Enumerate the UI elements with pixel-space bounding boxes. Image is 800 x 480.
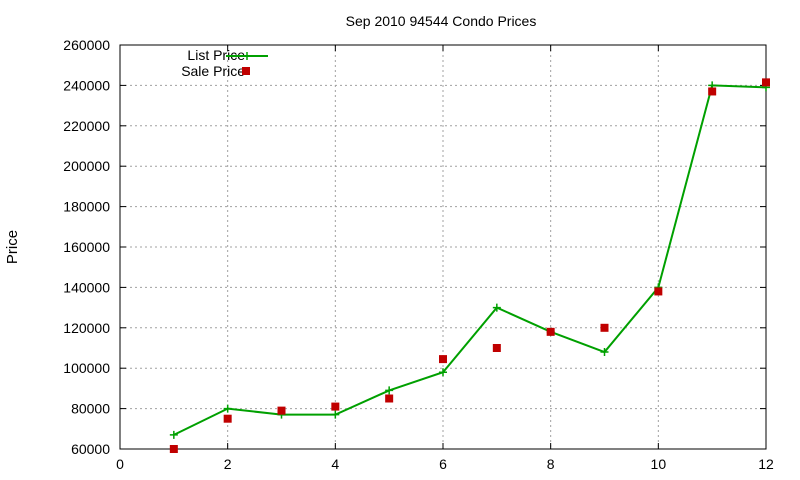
sale-price-point: [654, 287, 663, 296]
chart-title: Sep 2010 94544 Condo Prices: [346, 13, 537, 29]
y-tick-label: 220000: [63, 118, 110, 134]
grid-lines: [120, 45, 766, 449]
list-price-point: [385, 386, 394, 395]
y-tick-label: 80000: [71, 401, 110, 417]
sale-price-point: [546, 327, 555, 336]
y-tick-label: 240000: [63, 77, 110, 93]
series-line-list-price: [173, 84, 767, 436]
list-price-point: [169, 430, 178, 439]
legend-swatch-list-price-marker: [243, 52, 251, 60]
sale-price-point: [492, 344, 501, 352]
legend: List Price Sale Price: [181, 47, 268, 79]
list-price-point: [492, 303, 501, 312]
sale-price-point: [385, 394, 394, 403]
plot-frame: [119, 44, 767, 450]
x-tick-label: 6: [439, 456, 447, 472]
legend-label-sale-price: Sale Price: [181, 63, 245, 79]
y-tick-label: 60000: [71, 441, 110, 457]
plot-area: [169, 78, 770, 453]
y-tick-label: 160000: [63, 239, 110, 255]
x-tick-label: 2: [224, 456, 232, 472]
list-price-point: [223, 404, 232, 413]
y-tick-label: 140000: [63, 279, 110, 295]
sale-price-point: [439, 355, 447, 364]
legend-label-list-price: List Price: [187, 47, 245, 63]
axes: 60000 80000 100000 120000 140000 160000 180000…: [63, 37, 774, 472]
x-tick-label: 8: [547, 456, 555, 472]
y-axis-label: Price: [4, 230, 21, 264]
list-price-point: [600, 348, 609, 357]
list-price-point: [331, 410, 340, 419]
sale-price-point: [600, 323, 609, 332]
sale-price-point: [223, 414, 232, 423]
sale-price-point: [762, 78, 770, 87]
x-tick-label: 0: [116, 456, 124, 472]
x-tick-label: 10: [651, 456, 667, 472]
sale-price-point: [331, 402, 340, 411]
legend-swatch-sale-price: [242, 67, 250, 75]
list-price-point: [439, 368, 447, 377]
y-tick-label: 200000: [63, 158, 110, 174]
sale-price-point: [708, 87, 717, 96]
y-tick-label: 100000: [63, 360, 110, 376]
sale-price-point: [169, 445, 178, 453]
y-tick-label: 120000: [63, 320, 110, 336]
sale-price-point: [277, 406, 286, 415]
x-tick-label: 4: [331, 456, 339, 472]
x-tick-label: 12: [758, 456, 774, 472]
y-tick-label: 260000: [63, 37, 110, 53]
y-tick-label: 180000: [63, 199, 110, 215]
